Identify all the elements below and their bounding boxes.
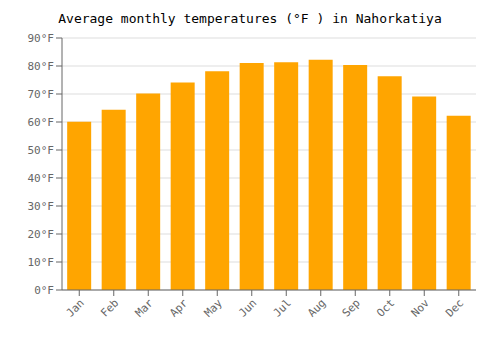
svg-text:50°F: 50°F [28, 144, 55, 157]
svg-text:Mar: Mar [133, 296, 157, 320]
svg-text:Oct: Oct [374, 296, 397, 319]
svg-text:Feb: Feb [98, 296, 121, 319]
svg-text:40°F: 40°F [28, 172, 55, 185]
svg-text:60°F: 60°F [28, 116, 55, 129]
svg-text:0°F: 0°F [34, 284, 54, 297]
svg-text:20°F: 20°F [28, 228, 55, 241]
svg-text:Nov: Nov [409, 296, 433, 320]
svg-text:90°F: 90°F [28, 32, 55, 45]
svg-text:May: May [202, 296, 226, 320]
svg-text:10°F: 10°F [28, 256, 55, 269]
svg-text:Apr: Apr [167, 296, 191, 320]
svg-text:80°F: 80°F [28, 60, 55, 73]
html-text:Average monthly temperatures (: Average monthly temperatures (°F ) in Na… [58, 11, 442, 26]
svg-text:Aug: Aug [305, 296, 328, 319]
svg-text:Sep: Sep [340, 296, 363, 319]
svg-text:30°F: 30°F [28, 200, 55, 213]
svg-text:Jan: Jan [64, 296, 87, 319]
svg-text:Jul: Jul [271, 296, 294, 319]
svg-text:70°F: 70°F [28, 88, 55, 101]
svg-text:Dec: Dec [443, 296, 466, 319]
svg-text:Jun: Jun [236, 296, 259, 319]
